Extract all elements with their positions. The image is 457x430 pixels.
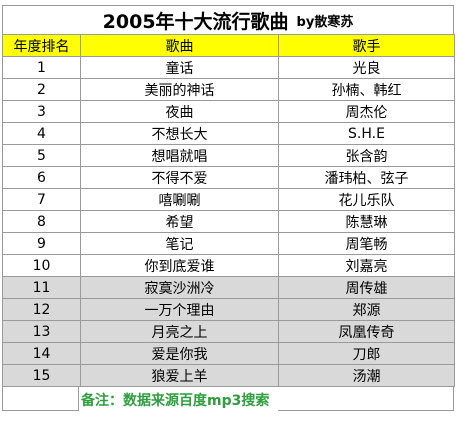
source-note: 备注：数据来源百度mp3搜索 [81, 393, 270, 409]
artist-cell: 光良 [278, 56, 455, 79]
note-cell-border-left [2, 387, 79, 411]
artist-cell: 陈慧琳 [278, 210, 455, 233]
artist-cell: 刀郎 [278, 342, 455, 365]
rank-cell: 3 [2, 100, 81, 123]
note-row: 备注：数据来源百度mp3搜索 [2, 387, 454, 411]
rank-cell: 8 [2, 210, 81, 233]
table-row: 8 希望 陈慧琳 [2, 210, 455, 233]
artist-cell: 郑源 [278, 298, 455, 321]
song-cell: 童话 [80, 56, 279, 79]
rank-cell: 9 [2, 232, 81, 255]
table-row: 12 一万个理由 郑源 [2, 298, 455, 321]
rank-cell: 11 [2, 276, 81, 299]
table-row: 10 你到底爱谁 刘嘉亮 [2, 254, 455, 277]
artist-cell: S.H.E [278, 122, 455, 145]
rank-cell: 7 [2, 188, 81, 211]
table-row: 5 想唱就唱 张含韵 [2, 144, 455, 167]
rank-cell: 14 [2, 342, 81, 365]
artist-cell: 凤凰传奇 [278, 320, 455, 343]
rank-cell: 6 [2, 166, 81, 189]
artist-cell: 刘嘉亮 [278, 254, 455, 277]
artist-cell: 周杰伦 [278, 100, 455, 123]
artist-cell: 汤潮 [278, 364, 455, 387]
header-song: 歌曲 [80, 34, 279, 57]
table-title: 2005年十大流行歌曲 [102, 10, 289, 33]
title-row: 2005年十大流行歌曲 by散寒苏 [2, 5, 454, 34]
rank-cell: 13 [2, 320, 81, 343]
rank-cell: 5 [2, 144, 81, 167]
song-cell: 狼爱上羊 [80, 364, 279, 387]
header-row: 年度排名 歌曲 歌手 [2, 34, 455, 57]
song-cell: 你到底爱谁 [80, 254, 279, 277]
artist-cell: 张含韵 [278, 144, 455, 167]
song-cell: 希望 [80, 210, 279, 233]
song-cell: 嘻唰唰 [80, 188, 279, 211]
song-cell: 美丽的神话 [80, 78, 279, 101]
song-cell: 想唱就唱 [80, 144, 279, 167]
table-author: by散寒苏 [296, 14, 354, 30]
table-row: 11 寂寞沙洲冷 周传雄 [2, 276, 455, 299]
header-artist: 歌手 [278, 34, 455, 57]
rank-cell: 4 [2, 122, 81, 145]
artist-cell: 花儿乐队 [278, 188, 455, 211]
artist-cell: 周传雄 [278, 276, 455, 299]
rank-cell: 1 [2, 56, 81, 79]
spreadsheet-table: 2005年十大流行歌曲 by散寒苏 年度排名 歌曲 歌手 1 童话 光良 2 美… [2, 5, 455, 411]
artist-cell: 孙楠、韩红 [278, 78, 455, 101]
song-cell: 寂寞沙洲冷 [80, 276, 279, 299]
table-row: 15 狼爱上羊 汤潮 [2, 364, 455, 387]
table-row: 9 笔记 周笔畅 [2, 232, 455, 255]
song-ranking-table: 年度排名 歌曲 歌手 1 童话 光良 2 美丽的神话 孙楠、韩红 3 夜曲 周杰… [2, 34, 455, 387]
rank-cell: 12 [2, 298, 81, 321]
song-cell: 爱是你我 [80, 342, 279, 365]
song-cell: 月亮之上 [80, 320, 279, 343]
rank-cell: 15 [2, 364, 81, 387]
table-row: 3 夜曲 周杰伦 [2, 100, 455, 123]
artist-cell: 潘玮柏、弦子 [278, 166, 455, 189]
song-cell: 不想长大 [80, 122, 279, 145]
song-cell: 一万个理由 [80, 298, 279, 321]
artist-cell: 周笔畅 [278, 232, 455, 255]
table-row: 6 不得不爱 潘玮柏、弦子 [2, 166, 455, 189]
rank-cell: 2 [2, 78, 81, 101]
table-row: 1 童话 光良 [2, 56, 455, 79]
table-row: 4 不想长大 S.H.E [2, 122, 455, 145]
table-row: 13 月亮之上 凤凰传奇 [2, 320, 455, 343]
table-row: 14 爱是你我 刀郎 [2, 342, 455, 365]
table-row: 2 美丽的神话 孙楠、韩红 [2, 78, 455, 101]
note-cell-border-right [278, 387, 454, 411]
song-cell: 不得不爱 [80, 166, 279, 189]
song-cell: 笔记 [80, 232, 279, 255]
header-rank: 年度排名 [2, 34, 81, 57]
table-row: 7 嘻唰唰 花儿乐队 [2, 188, 455, 211]
rank-cell: 10 [2, 254, 81, 277]
song-cell: 夜曲 [80, 100, 279, 123]
